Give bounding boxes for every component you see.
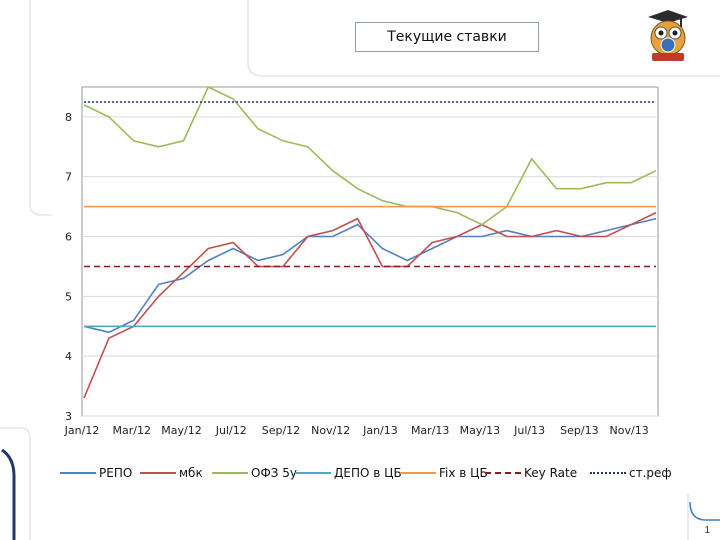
page-number: 1 — [704, 525, 710, 536]
legend-swatch — [590, 472, 626, 474]
legend-swatch — [295, 472, 331, 474]
x-tick-label: Nov/13 — [610, 424, 649, 437]
plot-area — [81, 86, 659, 417]
page-title: Текущие ставки — [355, 22, 539, 52]
y-tick-label: 7 — [65, 171, 72, 184]
legend-item: ст.реф — [590, 466, 672, 480]
x-tick-label: Jul/12 — [215, 424, 247, 437]
y-axis-ticks: 3 4 5 6 7 8 — [65, 111, 72, 423]
legend-swatch — [485, 472, 521, 474]
legend-label: Key Rate — [524, 466, 578, 480]
x-tick-label: Sep/13 — [560, 424, 598, 437]
series-line — [83, 211, 657, 399]
series-lines — [83, 85, 657, 399]
y-tick-label: 4 — [65, 350, 72, 363]
x-tick-label: Nov/12 — [311, 424, 350, 437]
y-tick-label: 5 — [65, 290, 72, 303]
series-line — [83, 85, 657, 226]
grid-lines — [82, 116, 658, 417]
legend-swatch — [212, 472, 248, 474]
legend-item: ОФЗ 5y — [212, 466, 297, 480]
y-tick-label: 6 — [65, 231, 72, 244]
y-tick-label: 3 — [65, 410, 72, 423]
series-line — [83, 217, 657, 334]
legend-item: Fix в ЦБ — [400, 466, 488, 480]
legend-swatch — [60, 472, 96, 474]
x-tick-label: Jul/13 — [513, 424, 545, 437]
x-tick-label: May/13 — [460, 424, 500, 437]
legend-label: мбк — [179, 466, 203, 480]
legend-item: РЕПО — [60, 466, 132, 480]
legend-label: Fix в ЦБ — [439, 466, 488, 480]
x-axis-ticks: Jan/12 Mar/12 May/12 Jul/12 Sep/12 Nov/12 Jan/… — [64, 424, 649, 437]
x-tick-label: Jan/12 — [64, 424, 100, 437]
x-tick-label: May/12 — [161, 424, 201, 437]
owl-logo-icon — [648, 10, 688, 61]
legend-item: ДЕПО в ЦБ — [295, 466, 402, 480]
legend: РЕПО мбк ОФЗ 5y ДЕПО в ЦБ Fix в ЦБ Key Rate ст… — [60, 466, 680, 484]
legend-label: ОФЗ 5y — [251, 466, 298, 480]
x-tick-label: Mar/12 — [113, 424, 151, 437]
legend-label: ст.реф — [629, 466, 672, 480]
x-tick-label: Mar/13 — [411, 424, 449, 437]
legend-label: ДЕПО в ЦБ — [334, 466, 402, 480]
legend-swatch — [140, 472, 176, 474]
legend-swatch — [400, 472, 436, 474]
x-tick-label: Sep/12 — [262, 424, 300, 437]
legend-item: Key Rate — [485, 466, 577, 480]
legend-item: мбк — [140, 466, 203, 480]
y-tick-label: 8 — [65, 111, 72, 124]
x-tick-label: Jan/13 — [362, 424, 398, 437]
legend-label: РЕПО — [99, 466, 133, 480]
